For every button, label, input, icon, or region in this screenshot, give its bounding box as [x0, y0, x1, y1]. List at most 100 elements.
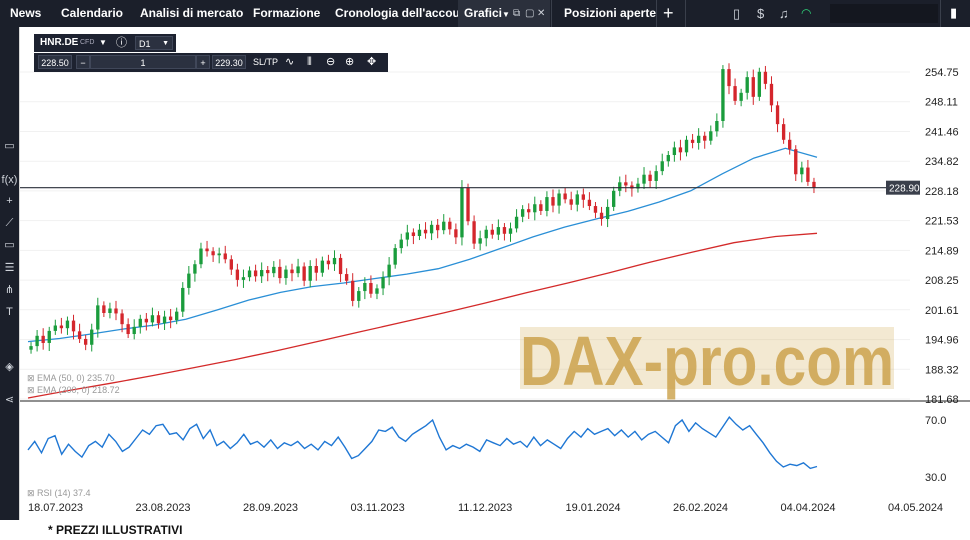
volume-increase-button[interactable]: + — [196, 55, 210, 69]
candle-body — [344, 274, 349, 281]
detach-icon[interactable]: ⧉ — [513, 8, 521, 19]
candle-body — [83, 338, 88, 345]
nav-calendar[interactable]: Calendario — [61, 6, 124, 20]
date-tick-label: 23.08.2023 — [136, 502, 191, 514]
candle-body — [757, 71, 762, 97]
currency-settings-icon[interactable]: $ — [757, 6, 765, 21]
candle-body — [320, 260, 325, 273]
info-icon[interactable]: ⓘ — [116, 37, 127, 49]
text-icon[interactable]: T — [6, 306, 13, 318]
candle-body — [751, 77, 755, 97]
candle-body — [508, 228, 513, 234]
candle-body — [666, 155, 670, 162]
candle-body — [703, 135, 707, 141]
candle-body — [259, 270, 264, 277]
candle-body — [739, 92, 743, 101]
tab-charts[interactable]: Grafici▼ — [458, 0, 550, 27]
candle-body — [654, 171, 658, 181]
candle-body — [235, 269, 240, 280]
candle-body — [557, 193, 561, 206]
candle-body — [672, 147, 677, 156]
instrument-symbol[interactable]: HNR.DE — [40, 37, 79, 48]
move-icon[interactable]: ✥ — [367, 56, 377, 68]
share-icon[interactable]: ⋖ — [4, 394, 15, 406]
candle-body — [563, 193, 567, 200]
watermark-text: DAX-pro.com — [520, 322, 894, 400]
candle-body — [569, 199, 573, 205]
ema50-line — [27, 147, 818, 343]
candle-body — [162, 316, 167, 324]
candle-body — [721, 69, 725, 122]
candle-body — [90, 329, 94, 345]
rectangle-icon[interactable]: ▭ — [4, 239, 15, 251]
chart-type-icon[interactable]: ▭ — [4, 140, 15, 152]
ema50-path — [27, 147, 818, 343]
notification-bell-icon[interactable]: ♫ — [779, 6, 789, 21]
function-icon[interactable]: f(x) — [1, 174, 18, 186]
candle-body — [593, 206, 598, 213]
sltp-button[interactable]: SL/TP — [253, 57, 279, 67]
timeframe-select[interactable]: D1 ▼ — [135, 36, 173, 50]
chart-area[interactable]: DAX-pro.com 254.75 248.11 241.46 234.82 228.… — [19, 27, 970, 520]
candlestick-icon[interactable]: ⦀ — [307, 56, 312, 68]
zoom-out-icon[interactable]: ⊖ — [326, 56, 336, 68]
account-menu-icon[interactable]: ▮ — [950, 5, 958, 20]
candle-body — [29, 346, 33, 350]
candle-body — [387, 264, 391, 278]
sell-price-button[interactable]: 228.50 — [38, 55, 72, 69]
rsi-panel — [27, 415, 818, 470]
candle-body — [278, 266, 282, 279]
candle-body — [175, 311, 179, 321]
new-tab-button[interactable]: + — [663, 3, 674, 23]
candle-body — [253, 270, 258, 277]
candle-body — [96, 305, 100, 330]
dropdown-icon[interactable]: ▼ — [502, 10, 510, 19]
nav-account-history[interactable]: Cronologia dell'account — [335, 6, 472, 20]
nav-education[interactable]: Formazione — [253, 6, 321, 20]
timeframe-dropdown-icon: ▼ — [162, 40, 169, 47]
symbol-dropdown-icon[interactable]: ▼ — [99, 38, 107, 47]
buy-price-button[interactable]: 229.30 — [212, 55, 246, 69]
candle-body — [587, 199, 592, 207]
crosshair-icon[interactable]: + — [6, 195, 13, 207]
candle-body — [678, 147, 683, 153]
candle-body — [806, 167, 810, 182]
pitchfork-icon[interactable]: ⋔ — [4, 284, 15, 296]
candle-body — [775, 105, 780, 125]
volume-decrease-button[interactable]: − — [76, 55, 90, 69]
tab-charts-label: Grafici — [464, 6, 503, 20]
candle-body — [102, 305, 106, 313]
panel-toggle-icon[interactable]: ▯ — [733, 6, 741, 21]
candle-body — [168, 316, 173, 321]
price-tick-label: 214.89 — [925, 245, 959, 257]
candle-body — [59, 325, 64, 329]
candle-body — [709, 131, 713, 141]
candle-body — [788, 139, 792, 150]
candle-body — [71, 320, 76, 332]
candle-body — [314, 265, 318, 273]
close-icon[interactable]: ✕ — [537, 8, 546, 19]
candle-body — [812, 181, 816, 188]
nav-news[interactable]: News — [10, 6, 42, 20]
layers-icon[interactable]: ◈ — [5, 361, 14, 373]
zoom-in-icon[interactable]: ⊕ — [345, 56, 355, 68]
tab-open-positions[interactable]: Posizioni aperte — [564, 6, 657, 20]
candle-body — [605, 206, 610, 220]
price-tick-label: 234.82 — [925, 156, 959, 168]
line-chart-icon[interactable]: ∿ — [285, 56, 295, 68]
price-tick-label: 208.25 — [925, 275, 959, 287]
price-tick-label: 221.53 — [925, 216, 959, 228]
account-info-box[interactable] — [830, 4, 938, 23]
volume-input[interactable]: 1 — [90, 55, 196, 69]
fibonacci-icon[interactable]: ☰ — [4, 262, 15, 274]
trendline-icon[interactable]: ⟋ — [5, 217, 14, 229]
candle-body — [41, 335, 45, 343]
candle-body — [575, 194, 579, 205]
candle-body — [466, 187, 470, 222]
chart-canvas[interactable]: DAX-pro.com 254.75 248.11 241.46 234.82 228.… — [20, 27, 970, 520]
candle-body — [448, 221, 452, 230]
candle-body — [217, 253, 221, 256]
candle-body — [490, 229, 494, 235]
nav-market-analysis[interactable]: Analisi di mercato — [140, 6, 244, 20]
maximize-icon[interactable]: ▢ — [525, 8, 535, 19]
